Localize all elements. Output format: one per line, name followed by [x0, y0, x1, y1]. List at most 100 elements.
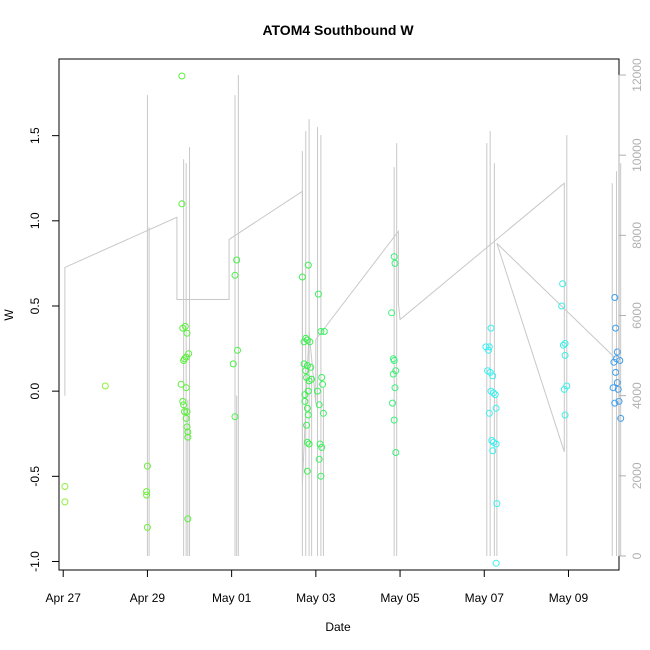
data-point-73 [391, 384, 399, 392]
data-point-41 [302, 367, 310, 375]
data-point-96 [485, 409, 493, 417]
data-point-56 [320, 328, 328, 335]
data-point-72 [389, 370, 397, 378]
y-axis-right: 0 2000 4000 6000 8000 10000 12000 [618, 58, 644, 559]
data-point-46 [304, 387, 312, 395]
data-point-38 [300, 360, 308, 368]
data-point-27 [233, 256, 241, 264]
data-point-84 [561, 411, 569, 419]
y-axis-left: -1.0 -0.5 0.0 0.5 1.0 1.5 [28, 127, 60, 572]
data-point-20 [181, 408, 188, 416]
data-point-80 [559, 341, 567, 349]
x-tick-label-6: May 09 [549, 591, 589, 605]
y2-tick-label-2: 4000 [630, 382, 644, 409]
data-point-93 [490, 389, 497, 397]
data-point-18 [179, 397, 187, 405]
data-point-1 [61, 498, 69, 506]
data-point-110 [613, 379, 621, 387]
data-point-26 [184, 515, 192, 523]
data-point-59 [314, 387, 321, 395]
y-axis-label: W [2, 309, 16, 321]
data-point-61 [319, 409, 327, 417]
y-tick-label-4: 1.0 [28, 212, 42, 229]
data-point-37 [306, 338, 314, 346]
y-tick-label-1: -0.5 [28, 466, 42, 487]
y2-tick-label-0: 0 [630, 552, 644, 559]
data-point-57 [318, 374, 326, 381]
data-point-76 [392, 449, 400, 456]
data-point-62 [316, 440, 324, 448]
data-point-17 [182, 384, 190, 392]
data-point-10 [181, 322, 189, 330]
data-point-31 [231, 413, 239, 421]
data-point-3 [143, 462, 151, 470]
data-point-25 [184, 433, 192, 441]
data-point-11 [183, 329, 191, 337]
data-point-83 [560, 385, 568, 393]
data-point-94 [491, 391, 499, 399]
data-point-67 [391, 259, 399, 267]
data-point-63 [318, 443, 326, 451]
data-point-28 [231, 271, 239, 279]
data-point-101 [493, 500, 501, 508]
data-point-105 [613, 348, 621, 356]
x-tick-label-4: May 05 [380, 591, 420, 605]
data-point-13 [181, 355, 188, 363]
y2-tick-label-4: 8000 [630, 222, 644, 249]
data-point-29 [234, 346, 241, 354]
y-tick-label-3: 0.5 [28, 297, 42, 314]
data-point-87 [485, 346, 492, 354]
data-point-58 [319, 380, 327, 388]
data-point-115 [617, 414, 625, 422]
data-point-85 [487, 324, 495, 332]
y-tick-label-2: 0.0 [28, 382, 42, 399]
secondary-line [64, 182, 616, 484]
data-point-54 [314, 290, 322, 298]
y-tick-label-0: -1.0 [28, 551, 42, 572]
data-point-77 [559, 280, 567, 288]
data-point-78 [558, 302, 566, 310]
y2-tick-label-6: 12000 [630, 58, 644, 92]
data-point-8 [178, 200, 186, 208]
data-point-50 [303, 421, 311, 429]
data-point-60 [315, 401, 323, 409]
data-point-70 [390, 357, 398, 364]
data-point-15 [185, 350, 193, 358]
data-point-102 [492, 559, 500, 567]
data-point-97 [488, 437, 496, 444]
data-point-24 [184, 428, 192, 436]
data-point-19 [180, 401, 188, 409]
data-point-100 [489, 447, 497, 455]
y2-tick-label-5: 10000 [630, 138, 644, 172]
data-point-22 [182, 414, 190, 422]
data-point-32 [298, 273, 306, 281]
data-point-2 [101, 382, 109, 390]
y2-tick-label-3: 6000 [630, 302, 644, 329]
data-point-7 [178, 72, 186, 80]
data-point-23 [183, 423, 191, 431]
data-point-0 [61, 483, 69, 490]
data-point-88 [485, 343, 493, 351]
data-point-51 [303, 438, 311, 446]
data-point-4 [143, 488, 151, 496]
data-point-33 [304, 261, 312, 269]
x-tick-label-5: May 07 [465, 591, 505, 605]
data-point-65 [317, 472, 325, 480]
y-tick-label-5: 1.5 [28, 127, 42, 144]
data-point-44 [308, 375, 316, 383]
data-point-48 [303, 404, 311, 412]
w-series-points [61, 72, 625, 567]
chart-title: ATOM4 Southbound W [262, 22, 414, 38]
data-point-103 [611, 294, 619, 301]
data-point-53 [303, 467, 311, 475]
y2-tick-label-1: 2000 [630, 462, 644, 489]
data-point-64 [315, 455, 323, 463]
data-point-95 [492, 404, 500, 412]
x-axis-label: Date [325, 620, 351, 634]
data-point-21 [183, 408, 191, 416]
data-point-5 [143, 491, 151, 499]
data-point-113 [611, 399, 619, 407]
data-point-74 [389, 399, 396, 407]
